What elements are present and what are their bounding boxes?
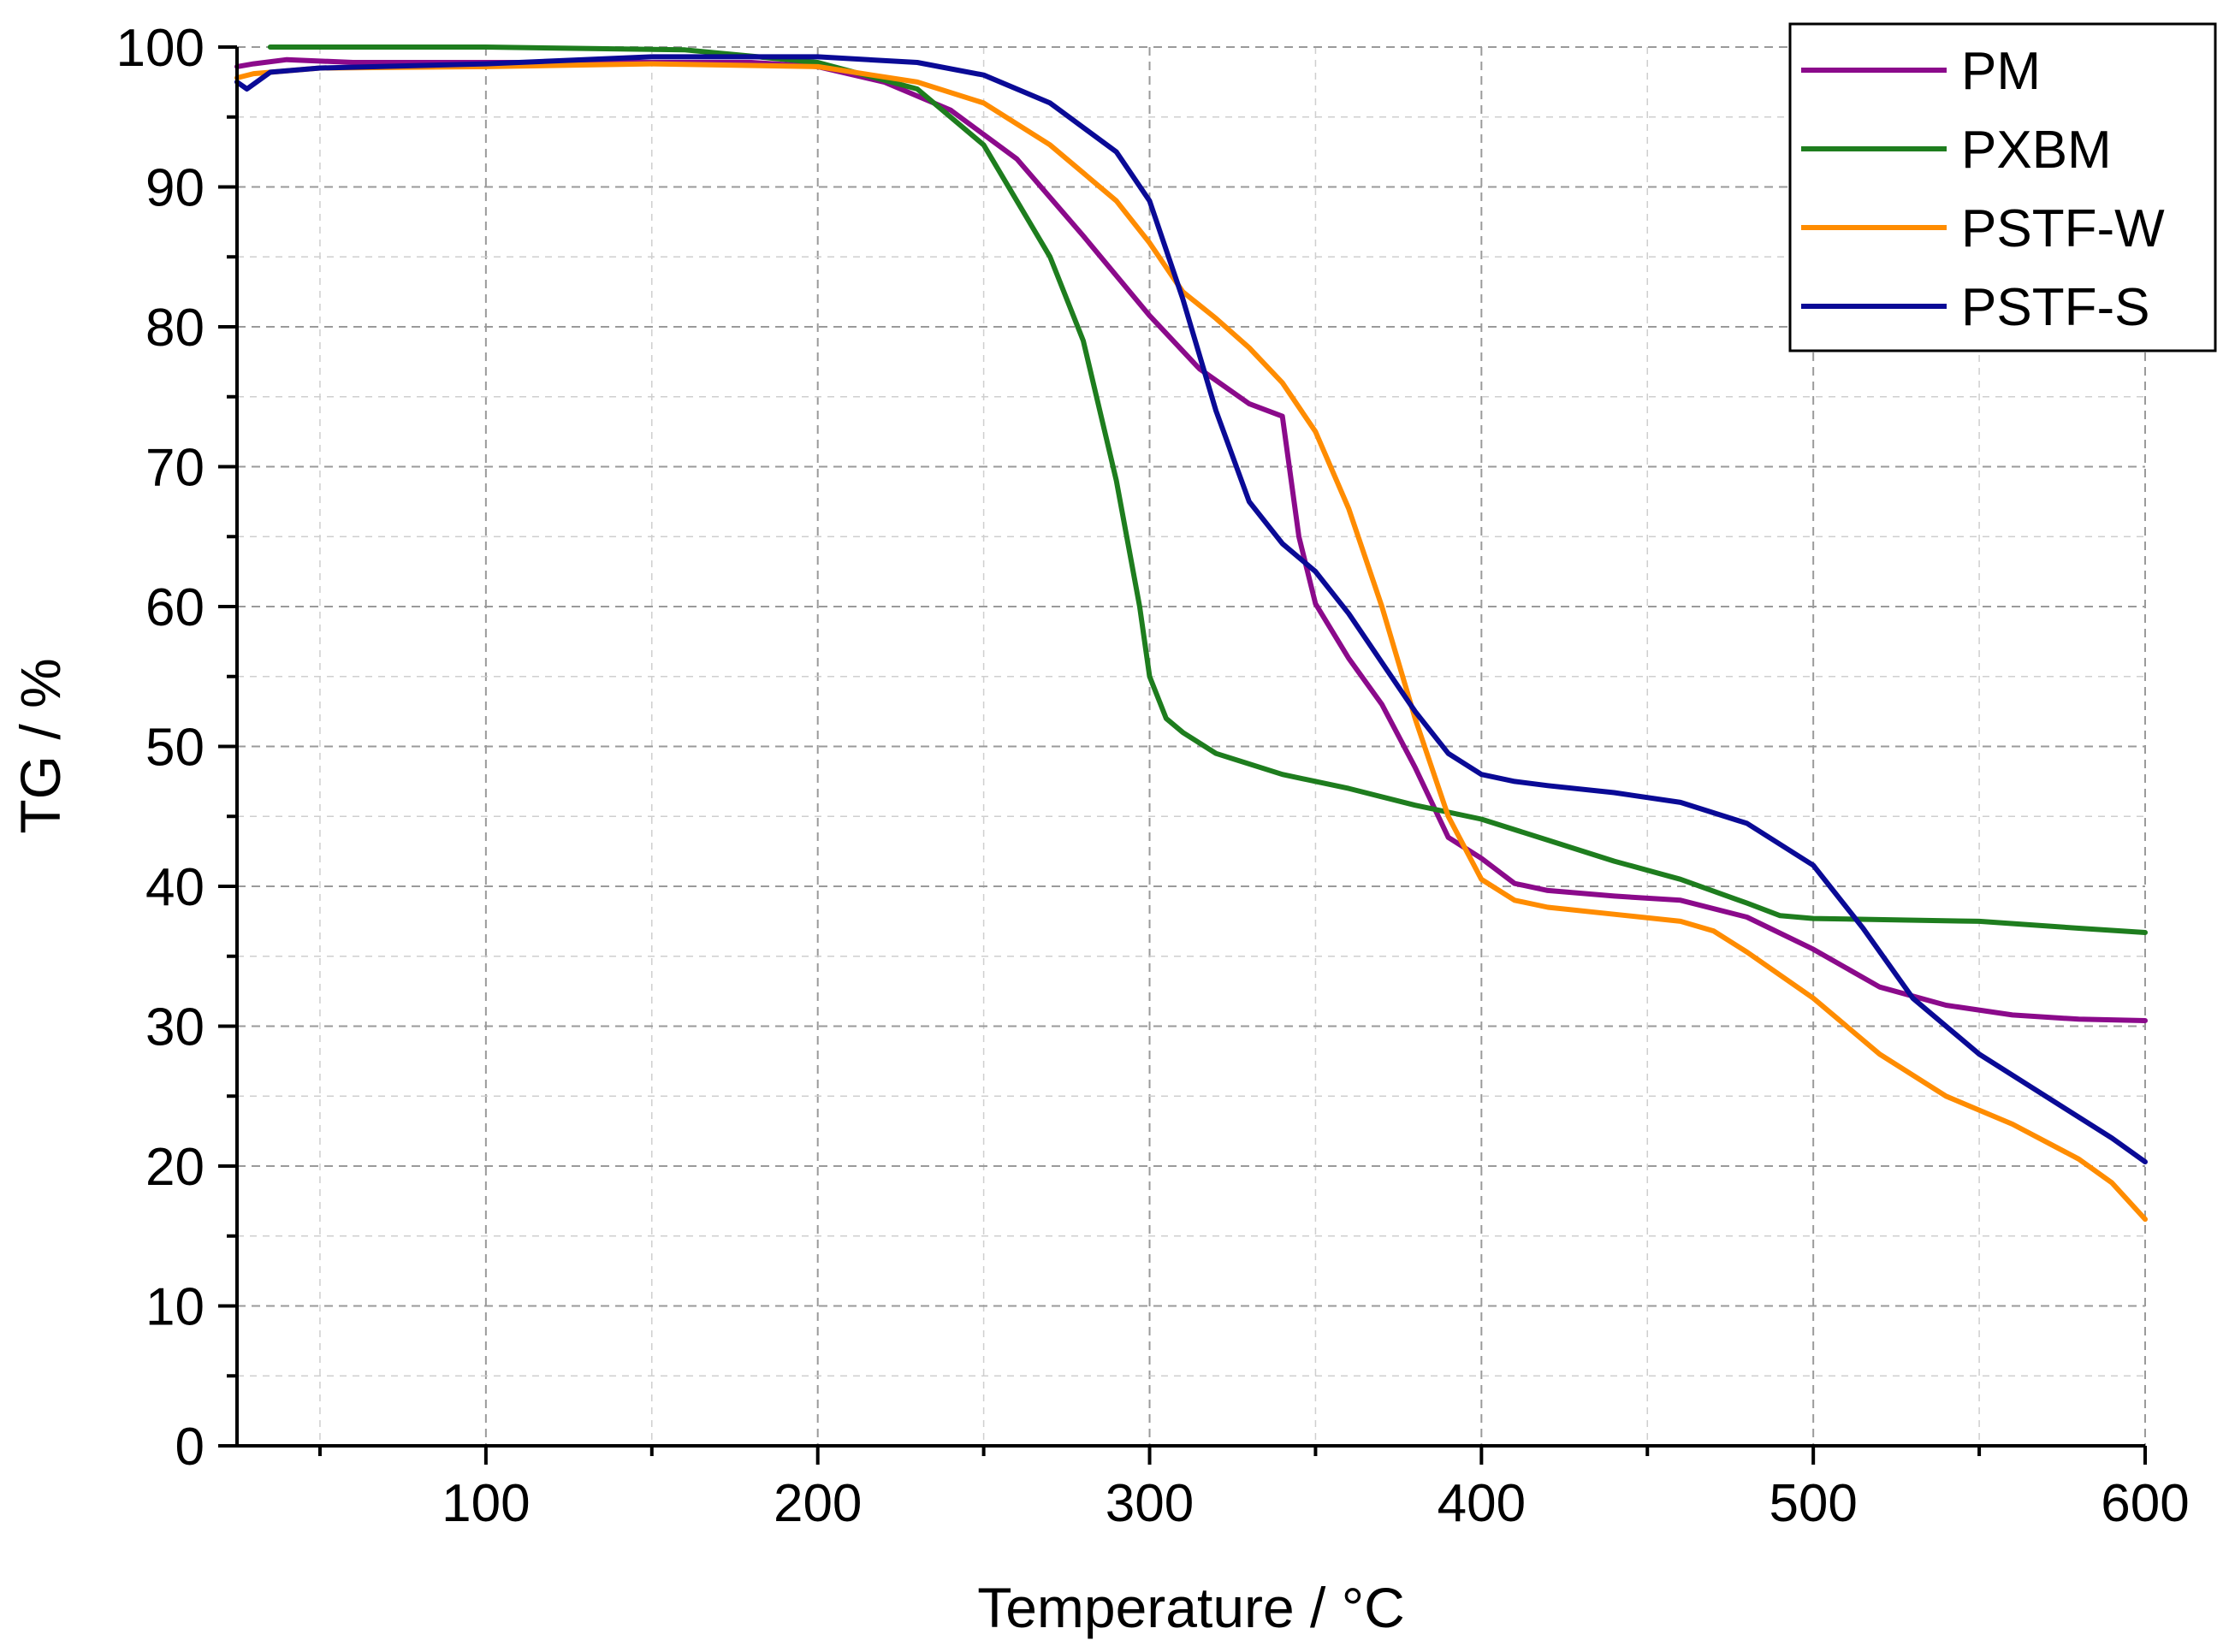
y-tick-label: 50 [145,719,205,778]
data-series [234,44,2148,1223]
legend-label-pxbm: PXBM [1961,121,2112,180]
y-axis-label: TG / % [9,658,72,833]
y-tick-label: 30 [145,998,205,1057]
legend: PM PXBM PSTF-W PSTF-S [1788,22,2217,352]
x-tick-label: 300 [1106,1474,1194,1533]
y-tick-label: 90 [145,159,205,218]
x-tick-label: 200 [774,1474,862,1533]
series-line-pstf-s [234,54,2148,1165]
tick-labels: 100 200 300 400 500 600 0 10 20 30 40 50 60 70 80 90 100 [116,19,2190,1533]
x-axis-label: Temperature / °C [977,1576,1405,1639]
legend-label-pm: PM [1961,42,2041,101]
y-tick-label: 80 [145,299,205,358]
y-tick-label: 100 [116,19,205,78]
axes [218,45,2147,1465]
legend-label-pstf-s: PSTF-S [1961,278,2149,337]
x-tick-label: 100 [442,1474,530,1533]
series-line-pstf-w [234,61,2148,1223]
y-tick-label: 40 [145,858,205,917]
series-line-pxbm [267,44,2148,935]
y-tick-label: 10 [145,1278,205,1337]
legend-label-pstf-w: PSTF-W [1961,199,2165,258]
legend-box [1788,22,2217,352]
x-tick-label: 400 [1438,1474,1526,1533]
x-tick-label: 500 [1769,1474,1857,1533]
y-tick-label: 20 [145,1138,205,1197]
y-tick-label: 0 [175,1418,205,1477]
x-tick-label: 600 [2101,1474,2189,1533]
y-tick-label: 60 [145,578,205,637]
y-tick-label: 70 [145,439,205,498]
